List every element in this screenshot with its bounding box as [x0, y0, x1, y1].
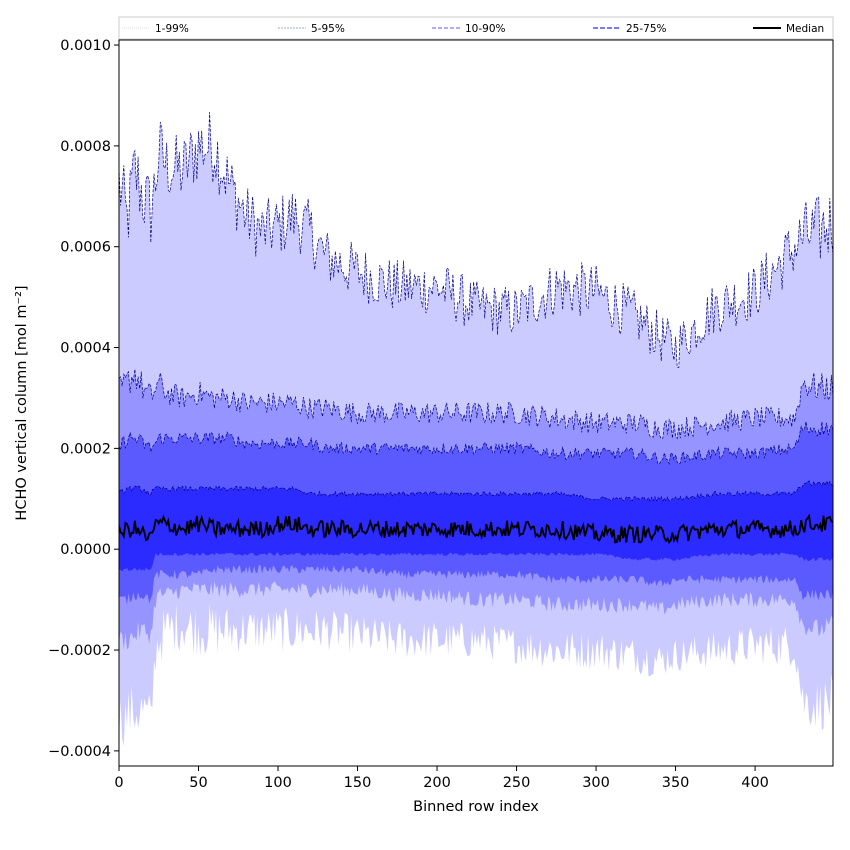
legend: 1-99% 5-95% 10-90% 25-75% Median	[118, 16, 834, 40]
legend-label: 1-99%	[155, 23, 189, 35]
plot-frame	[118, 39, 834, 767]
y-tick-label: −0.0004	[48, 744, 111, 760]
x-tick-label: 0	[114, 775, 123, 791]
y-tick-label: 0.0010	[60, 38, 111, 54]
y-tick-label: 0.0004	[60, 341, 111, 357]
legend-frame	[118, 16, 834, 40]
y-tick-label: 0.0008	[60, 139, 111, 155]
legend-label: 10-90%	[465, 23, 506, 35]
band-edge-1-99%	[119, 111, 833, 368]
y-tick-label: 0.0006	[60, 240, 111, 256]
median-line	[119, 513, 833, 545]
x-axis-label: Binned row index	[413, 799, 539, 815]
band-edge-5-95%	[119, 369, 833, 440]
plot-bands	[119, 112, 833, 746]
legend-label: Median	[786, 23, 824, 35]
x-tick-label: 400	[741, 775, 769, 791]
plot-lines	[119, 111, 833, 545]
y-tick-label: −0.0002	[48, 643, 111, 659]
band-25-75%	[119, 480, 833, 572]
x-tick-label: 100	[264, 775, 292, 791]
y-axis-label: HCHO vertical column [mol m⁻²]	[14, 285, 30, 520]
band-edge-10-90%	[119, 421, 833, 465]
y-tick-label: 0.0000	[60, 542, 111, 558]
legend-label: 5-95%	[311, 23, 345, 35]
x-tick-label: 50	[189, 775, 207, 791]
x-tick-label: 250	[503, 775, 531, 791]
y-tick-label: 0.0002	[60, 441, 111, 457]
legend-label: 25-75%	[626, 23, 667, 35]
y-axis: −0.0004 −0.0002 0.0000 0.0002 0.0004 0.0006 0.…	[48, 38, 119, 760]
band-edge-25-75%	[119, 480, 833, 502]
x-tick-label: 200	[423, 775, 451, 791]
x-tick-label: 300	[582, 775, 610, 791]
x-tick-label: 150	[344, 775, 372, 791]
x-axis: 0 50 100 150 200 250 300 350 400	[114, 766, 769, 791]
x-tick-label: 350	[662, 775, 690, 791]
